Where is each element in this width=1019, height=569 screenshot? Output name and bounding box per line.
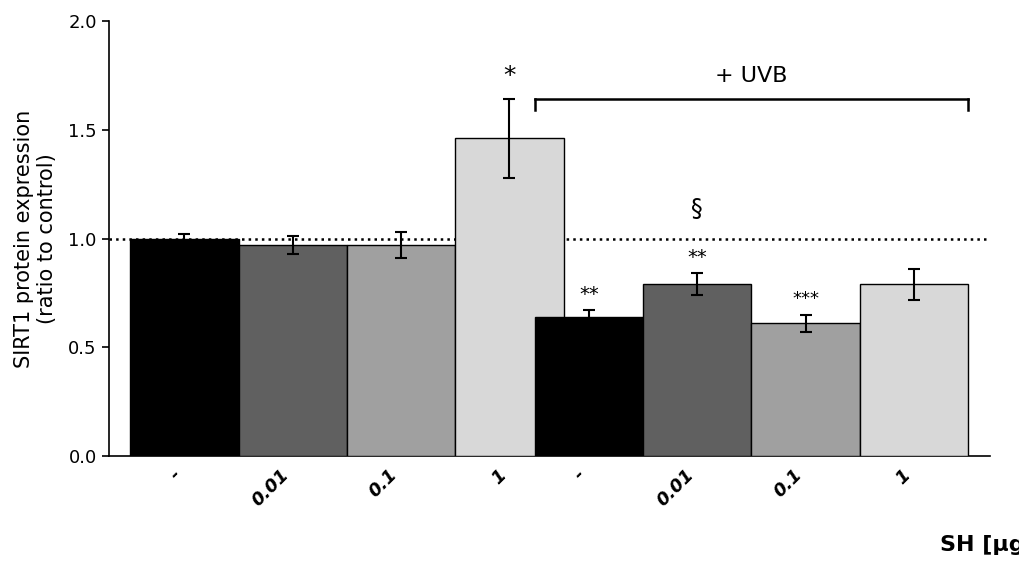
X-axis label: SH [μg/ml]: SH [μg/ml] <box>940 535 1019 555</box>
Bar <box>454 138 564 456</box>
Bar <box>751 323 859 456</box>
Text: ***: *** <box>792 290 818 308</box>
Bar <box>130 238 238 456</box>
Bar <box>859 284 967 456</box>
Text: **: ** <box>579 285 598 304</box>
Text: **: ** <box>687 248 706 267</box>
Text: *: * <box>502 64 516 88</box>
Bar <box>534 317 643 456</box>
Bar <box>643 284 751 456</box>
Text: §: § <box>691 197 702 221</box>
Text: + UVB: + UVB <box>714 66 787 86</box>
Bar <box>346 245 454 456</box>
Y-axis label: SIRT1 protein expression
(ratio to control): SIRT1 protein expression (ratio to contr… <box>14 109 57 368</box>
Bar <box>238 245 346 456</box>
